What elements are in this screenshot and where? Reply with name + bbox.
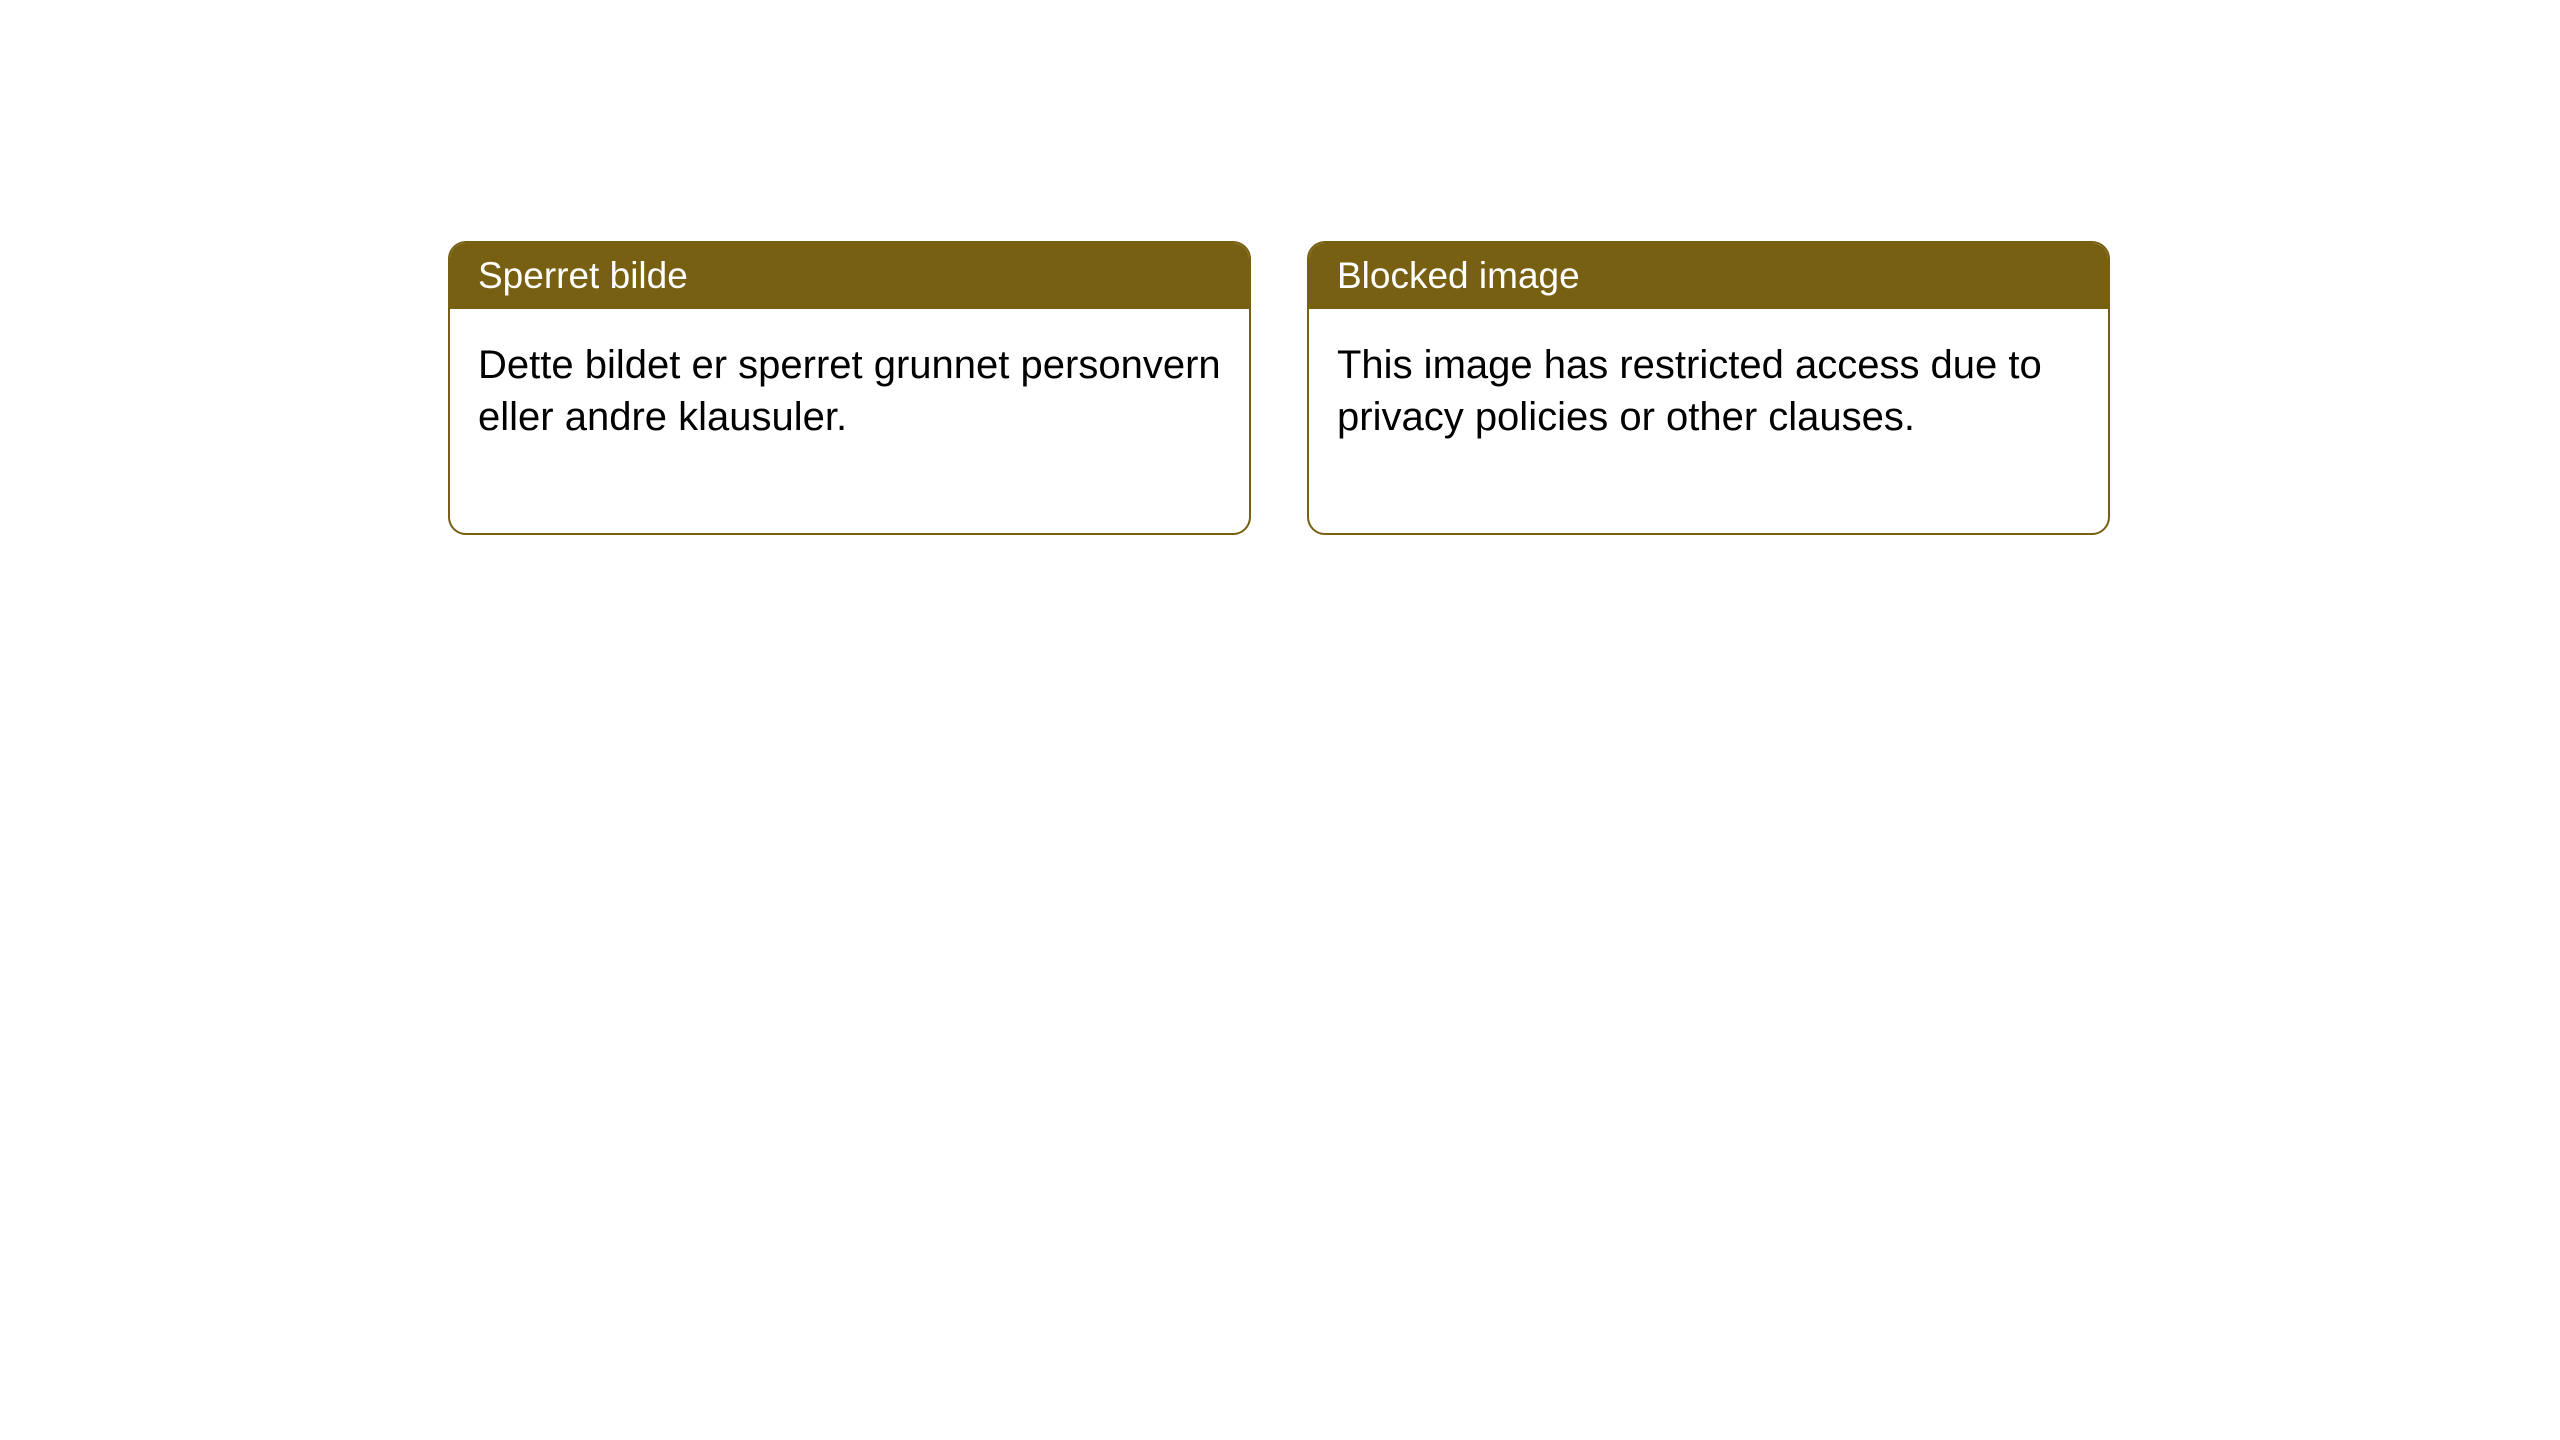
notice-container: Sperret bilde Dette bildet er sperret gr… [0,0,2560,535]
notice-card-norwegian: Sperret bilde Dette bildet er sperret gr… [448,241,1251,535]
notice-card-english: Blocked image This image has restricted … [1307,241,2110,535]
notice-title: Sperret bilde [450,243,1249,309]
notice-body: Dette bildet er sperret grunnet personve… [450,309,1249,533]
notice-body: This image has restricted access due to … [1309,309,2108,533]
notice-title: Blocked image [1309,243,2108,309]
